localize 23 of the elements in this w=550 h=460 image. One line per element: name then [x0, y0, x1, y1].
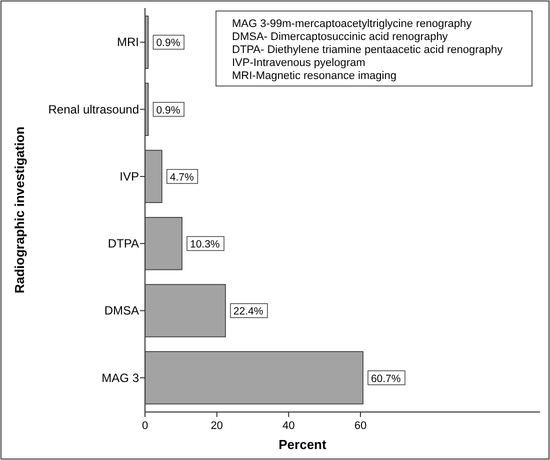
annotation: DMSA- Dimercaptosuccinic acid renography — [232, 31, 448, 43]
data-label: 22.4% — [233, 306, 264, 318]
y-tick-label: DTPA — [108, 236, 139, 251]
data-label: 0.9% — [156, 104, 180, 116]
annotation: MAG 3-99m-mercaptoacetyltriglycine renography — [232, 18, 472, 30]
x-tick-label: 20 — [210, 420, 223, 432]
data-label: 60.7% — [370, 372, 401, 385]
x-axis-title: Percent — [278, 437, 328, 452]
annotation: DTPA- Diethylene triamine pentaacetic acid renography — [232, 44, 504, 56]
y-tick-label: MAG 3 — [102, 370, 140, 385]
x-tick-label: 0 — [142, 420, 148, 432]
data-label: 10.3% — [190, 238, 220, 251]
data-label: 4.7% — [170, 171, 194, 184]
y-tick-label: MRI — [117, 35, 139, 50]
x-tick-label: 60 — [354, 420, 367, 432]
y-tick-label: IVP — [120, 169, 139, 184]
annotation: IVP-Intravenous pyelogram — [232, 57, 366, 69]
data-label: 0.9% — [156, 37, 180, 50]
y-tick-label: Renal ultrasound — [48, 102, 139, 116]
y-tick-label: DMSA — [104, 304, 139, 318]
annotation: MRI-Magnetic resonance imaging — [232, 70, 396, 82]
y-axis-title: Radiographic investigation — [12, 126, 27, 294]
x-tick-label: 40 — [282, 420, 295, 432]
